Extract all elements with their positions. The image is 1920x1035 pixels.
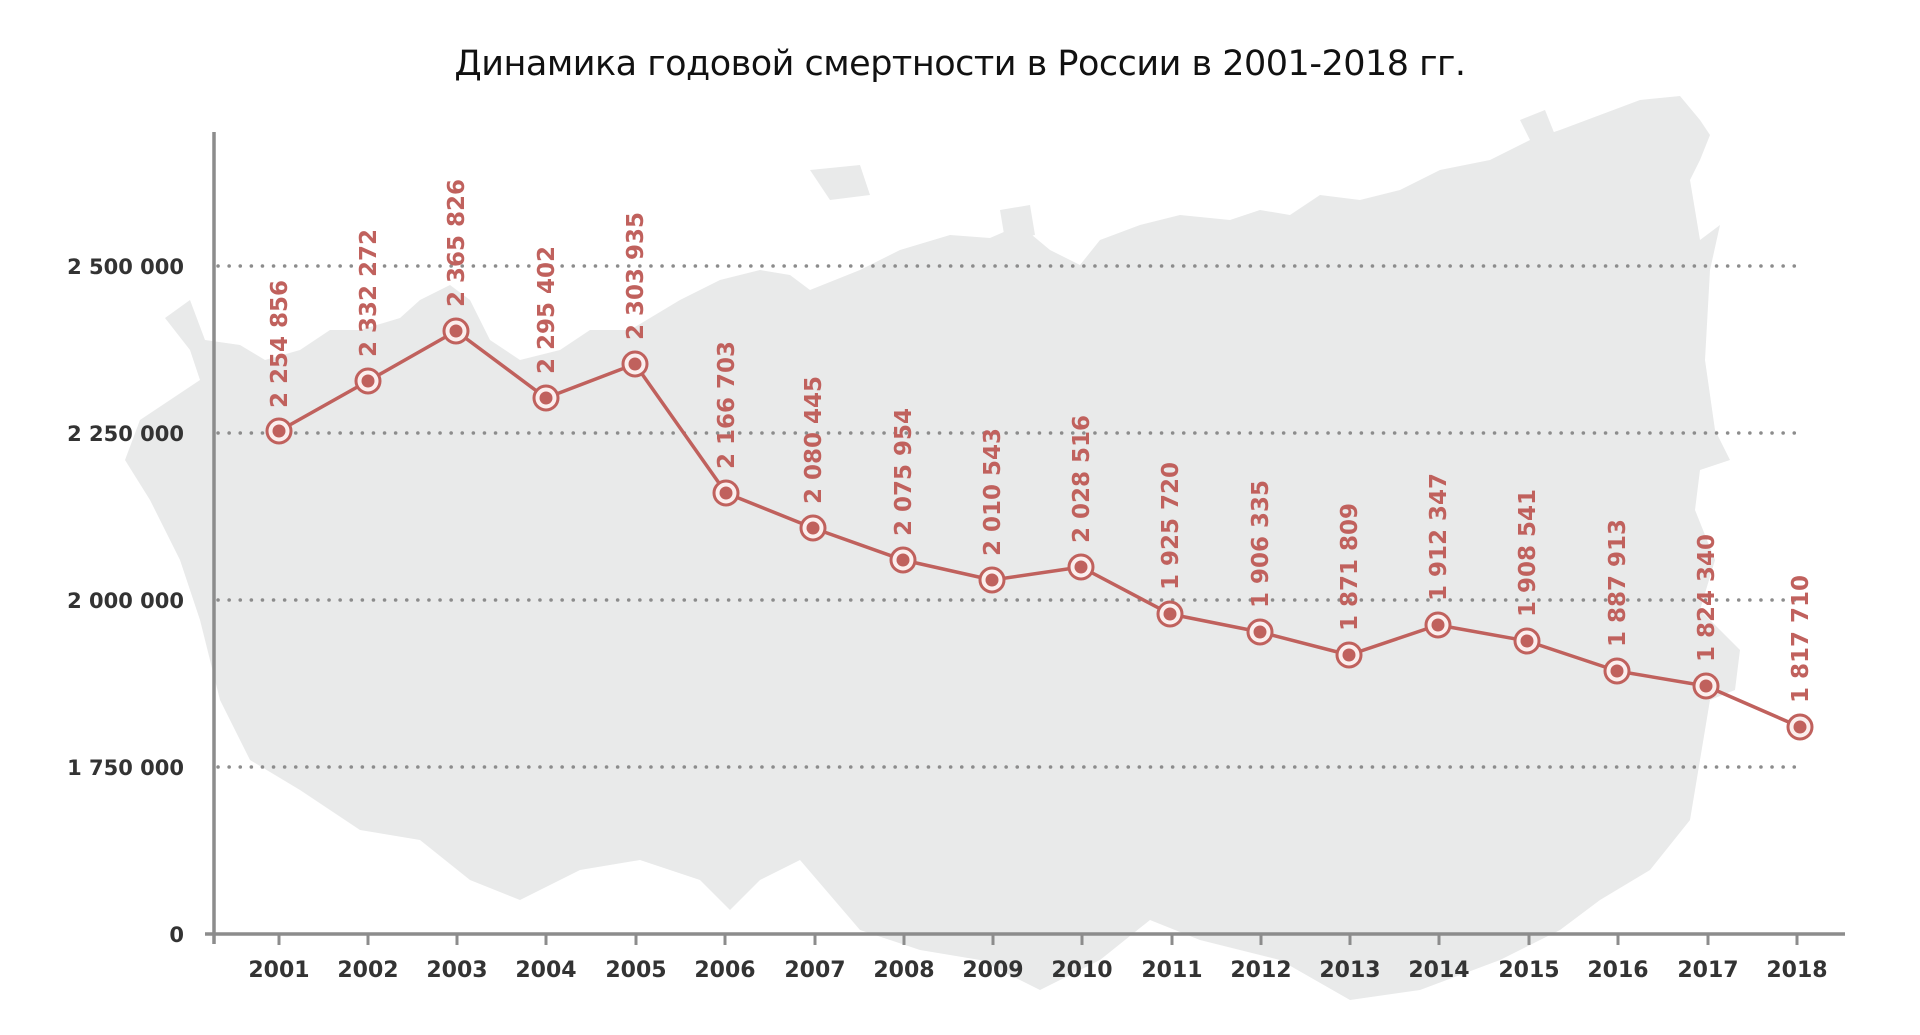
data-label-2010: 2 028 516 — [1069, 415, 1095, 543]
data-point-2007[interactable] — [799, 514, 827, 542]
data-point-2004[interactable] — [532, 384, 560, 412]
data-label-2004: 2 295 402 — [534, 246, 560, 374]
y-tick-label: 0 — [169, 923, 184, 947]
data-label-2009: 2 010 543 — [980, 428, 1006, 556]
mortality-series-line — [278, 329, 1801, 729]
x-tick-label: 2013 — [1319, 958, 1380, 983]
x-tick-label: 2007 — [784, 958, 845, 983]
x-tick-label: 2004 — [515, 958, 576, 983]
data-label-2014: 1 912 347 — [1426, 473, 1452, 601]
y-tick-label: 2 500 000 — [67, 255, 184, 279]
data-point-2011[interactable] — [1156, 600, 1184, 628]
data-label-2006: 2 166 703 — [714, 341, 740, 469]
y-tick-label: 2 000 000 — [67, 589, 184, 613]
x-tick-label: 2009 — [962, 958, 1023, 983]
data-point-2016[interactable] — [1603, 657, 1631, 685]
x-tick-label: 2015 — [1498, 958, 1559, 983]
x-tick-label: 2017 — [1677, 958, 1738, 983]
gridlines — [216, 264, 1797, 769]
data-labels: 2 254 856 2 332 272 2 365 826 2 295 402 … — [267, 179, 1814, 703]
data-point-2018[interactable] — [1786, 713, 1814, 741]
x-tick-label: 2008 — [873, 958, 934, 983]
x-tick-label: 2016 — [1587, 958, 1648, 983]
x-tick-labels: 2001 2002 2003 2004 2005 2006 2007 2008 … — [248, 958, 1827, 983]
data-point-2005[interactable] — [621, 350, 649, 378]
data-label-2013: 1 871 809 — [1337, 503, 1363, 631]
x-tick-label: 2012 — [1230, 958, 1291, 983]
data-point-2001[interactable] — [265, 417, 293, 445]
russia-map-background — [125, 96, 1740, 1000]
data-label-2002: 2 332 272 — [356, 229, 382, 357]
x-tick-label: 2014 — [1408, 958, 1469, 983]
data-point-2017[interactable] — [1692, 672, 1720, 700]
data-label-2018: 1 817 710 — [1788, 575, 1814, 703]
x-tick-label: 2001 — [248, 958, 309, 983]
data-label-2011: 1 925 720 — [1158, 462, 1184, 590]
data-label-2017: 1 824 340 — [1694, 534, 1720, 662]
x-tick-label: 2003 — [426, 958, 487, 983]
y-tick-label: 1 750 000 — [67, 756, 184, 780]
axes — [205, 132, 1845, 944]
data-point-2010[interactable] — [1067, 553, 1095, 581]
data-point-2002[interactable] — [354, 367, 382, 395]
data-point-2003[interactable] — [442, 317, 470, 345]
data-label-2012: 1 906 335 — [1248, 480, 1274, 608]
x-tick-label: 2018 — [1766, 958, 1827, 983]
data-point-2006[interactable] — [712, 479, 740, 507]
x-tick-label: 2010 — [1051, 958, 1112, 983]
x-tick-label: 2006 — [694, 958, 755, 983]
data-label-2005: 2 303 935 — [623, 212, 649, 340]
data-label-2003: 2 365 826 — [444, 179, 470, 307]
data-point-2014[interactable] — [1424, 611, 1452, 639]
y-tick-label: 2 250 000 — [67, 422, 184, 446]
data-point-2008[interactable] — [889, 546, 917, 574]
data-label-2008: 2 075 954 — [891, 408, 917, 536]
data-label-2001: 2 254 856 — [267, 280, 293, 408]
x-tick-label: 2005 — [605, 958, 666, 983]
data-point-2009[interactable] — [978, 566, 1006, 594]
data-label-2016: 1 887 913 — [1605, 519, 1631, 647]
data-point-2013[interactable] — [1335, 641, 1363, 669]
data-markers — [265, 317, 1814, 741]
data-point-2012[interactable] — [1246, 618, 1274, 646]
data-label-2015: 1 908 541 — [1515, 489, 1541, 617]
x-ticks — [277, 934, 1799, 945]
x-tick-label: 2002 — [337, 958, 398, 983]
y-tick-labels: 2 500 000 2 250 000 2 000 000 1 750 000 … — [67, 255, 184, 947]
data-point-2015[interactable] — [1513, 627, 1541, 655]
chart-title: Динамика годовой смертности в России в 2… — [454, 44, 1466, 84]
data-label-2007: 2 080 445 — [801, 376, 827, 504]
x-tick-label: 2011 — [1141, 958, 1202, 983]
